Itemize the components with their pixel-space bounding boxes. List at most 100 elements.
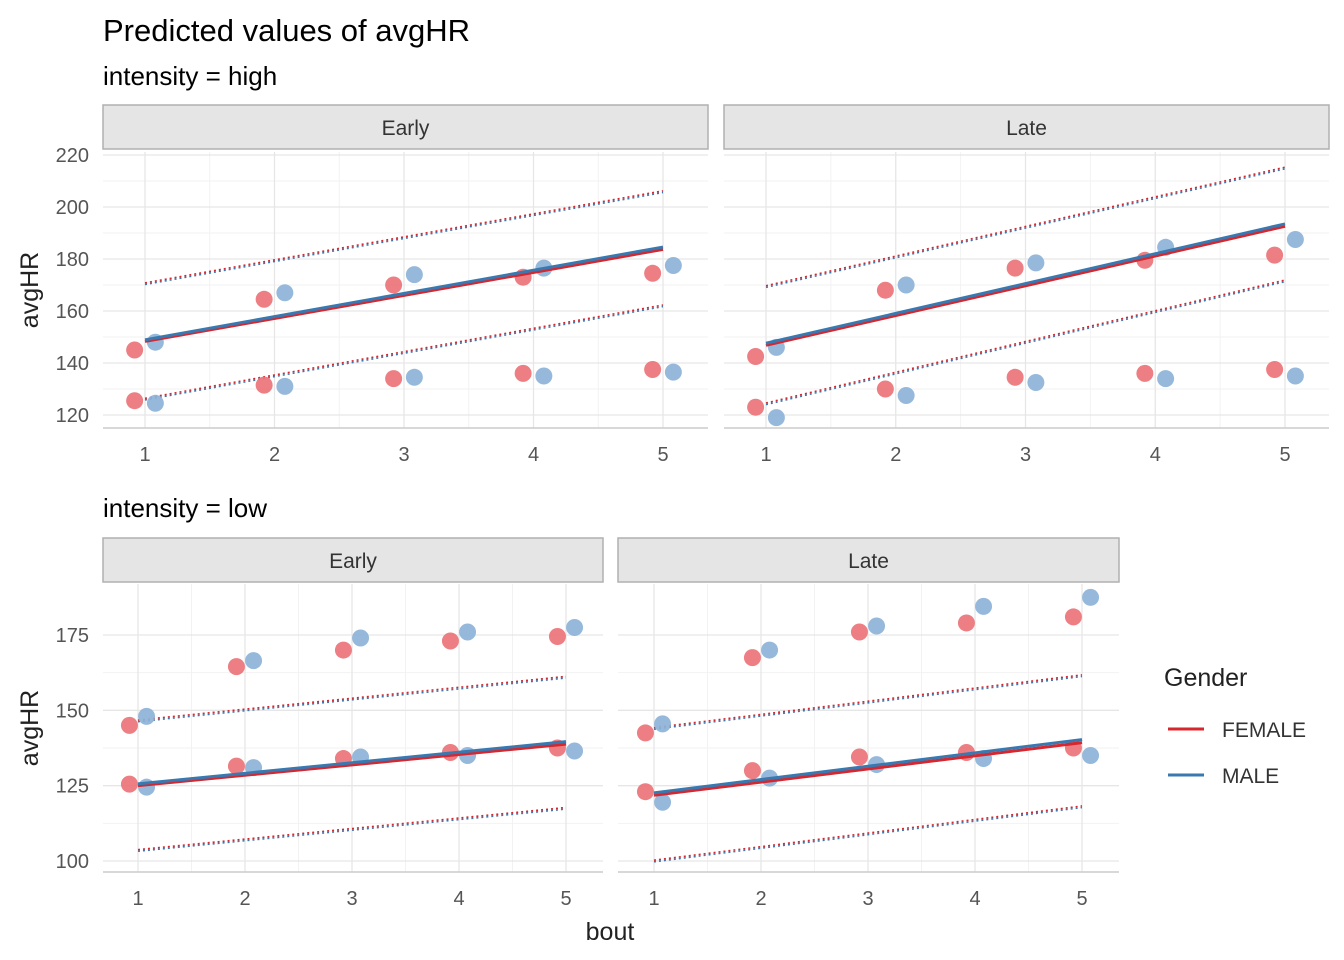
point-female: [747, 398, 765, 416]
point-male: [138, 707, 156, 725]
x-tick-label: 4: [453, 888, 464, 910]
x-tick-label: 4: [528, 444, 539, 466]
y-tick-label: 140: [56, 353, 89, 375]
point-male: [1082, 588, 1100, 606]
ci-line-female: [653, 674, 1083, 729]
point-male: [405, 266, 423, 284]
ci-line-male: [137, 808, 567, 853]
point-male: [566, 618, 584, 636]
y-tick-label: 220: [56, 145, 89, 167]
point-male: [1027, 374, 1045, 391]
point-male: [566, 742, 584, 760]
group-title-high: intensity = high: [103, 61, 277, 91]
point-male: [897, 276, 915, 294]
strip-background: [723, 104, 1330, 150]
x-tick-label: 3: [398, 444, 409, 466]
y-tick-label: 150: [56, 700, 89, 722]
x-tick-label: 5: [1279, 444, 1290, 466]
y-tick-label: 175: [56, 625, 89, 647]
strip-background: [617, 537, 1120, 583]
point-female: [1136, 364, 1154, 382]
fit-line-female: [137, 742, 567, 788]
x-tick-label: 5: [657, 444, 668, 466]
x-tick-label: 5: [560, 888, 571, 910]
point-female: [957, 614, 975, 632]
point-female: [644, 361, 662, 378]
point-male: [868, 617, 886, 635]
point-male: [761, 641, 779, 659]
point-male: [276, 377, 294, 395]
facet-0-1: Late 1 2 3 4 5: [723, 104, 1330, 466]
point-female: [126, 392, 144, 410]
ci-line-female: [765, 166, 1286, 287]
x-tick-label: 1: [648, 888, 659, 910]
point-male: [146, 394, 164, 412]
point-male: [654, 793, 672, 811]
point-female: [636, 783, 654, 801]
x-tick-label: 2: [890, 444, 901, 466]
y-tick-label: 180: [56, 249, 89, 271]
y-tick-label: 120: [56, 405, 89, 427]
facet-1-0: Early 1 2 3 4 5 100 125 150 175: [56, 537, 604, 910]
x-tick-label: 3: [346, 888, 357, 910]
point-female: [385, 370, 403, 388]
strip-label: Early: [329, 550, 377, 573]
ci-line-male: [653, 806, 1083, 863]
point-male: [1157, 370, 1175, 388]
facet-1-1: Late 1 2 3 4 5: [617, 537, 1120, 910]
strip-label: Late: [1006, 117, 1047, 140]
chart-title: Predicted values of avgHR: [103, 13, 470, 48]
point-female: [743, 762, 761, 780]
point-female: [850, 623, 868, 641]
point-male: [405, 368, 423, 386]
point-female: [120, 716, 138, 734]
x-tick-label: 4: [1150, 444, 1161, 466]
strip-background: [102, 104, 709, 150]
y-tick-label: 125: [56, 776, 89, 798]
point-female: [1006, 368, 1024, 386]
point-male: [654, 715, 672, 733]
point-female: [334, 641, 352, 659]
fit-line-male: [765, 222, 1286, 345]
point-male: [352, 629, 370, 647]
facet-0-0: Early 1 2 3 4 5 120 140 160 180 200 220: [56, 104, 709, 466]
point-male: [767, 409, 785, 427]
fit-line-male: [144, 245, 664, 342]
ci-line-female: [137, 675, 567, 721]
legend-label-male: MALE: [1222, 765, 1279, 788]
point-male: [975, 597, 993, 615]
x-axis-title: bout: [586, 918, 635, 946]
point-male: [1082, 747, 1100, 765]
fit-line-female: [653, 741, 1083, 797]
point-female: [636, 724, 654, 742]
fit-line-male: [137, 740, 567, 786]
point-female: [747, 348, 765, 365]
point-female: [385, 276, 403, 294]
point-female: [1266, 246, 1284, 264]
group-title-low: intensity = low: [103, 493, 267, 523]
point-female: [548, 628, 566, 646]
point-female: [743, 649, 761, 667]
point-male: [664, 363, 682, 381]
point-female: [126, 341, 144, 359]
x-tick-label: 3: [1020, 444, 1031, 466]
point-female: [876, 380, 894, 398]
point-female: [255, 376, 273, 394]
fit-line-male: [653, 738, 1083, 795]
y-axis-title-high: avgHR: [16, 252, 44, 328]
point-male: [535, 367, 553, 385]
point-male: [245, 652, 263, 670]
x-tick-label: 2: [755, 888, 766, 910]
point-female: [1064, 608, 1082, 626]
point-female: [227, 757, 245, 775]
point-female: [644, 264, 662, 282]
point-female: [876, 281, 894, 299]
point-female: [1266, 361, 1284, 378]
x-tick-label: 1: [132, 888, 143, 910]
legend: Gender FEMALE MALE: [1164, 664, 1306, 788]
fit-line-female: [144, 247, 664, 343]
x-tick-label: 2: [269, 444, 280, 466]
y-tick-label: 160: [56, 301, 89, 323]
point-male: [1286, 367, 1304, 385]
